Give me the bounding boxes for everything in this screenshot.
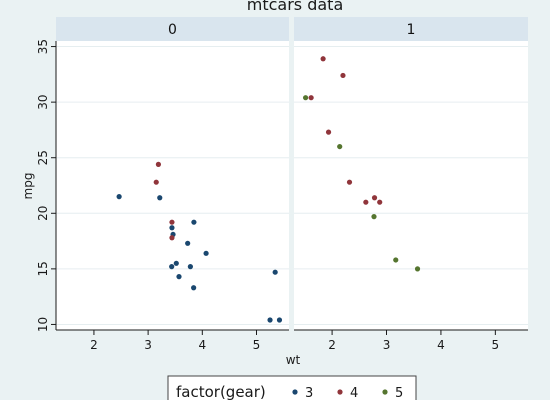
data-point xyxy=(173,260,179,266)
legend-marker xyxy=(292,389,298,395)
data-point xyxy=(302,95,309,101)
legend-entry: 5 xyxy=(382,386,403,400)
data-point xyxy=(155,161,162,167)
data-point xyxy=(337,143,343,150)
series-gear-4 xyxy=(308,56,383,205)
panels: 0 2 3 4 5 1 2 3 4 5 xyxy=(56,17,528,352)
x-tick-label: 3 xyxy=(144,338,152,352)
y-tick-label: 20 xyxy=(36,206,50,221)
legend-marker xyxy=(382,389,388,395)
x-tick-label: 3 xyxy=(383,338,391,352)
data-point xyxy=(185,240,191,246)
data-point xyxy=(320,56,326,62)
data-point xyxy=(414,266,421,272)
data-point xyxy=(325,129,332,135)
data-point xyxy=(276,317,283,323)
legend: factor(gear) 3 4 5 xyxy=(167,375,417,400)
data-point xyxy=(377,199,383,205)
data-point xyxy=(363,199,369,205)
data-point xyxy=(169,264,175,270)
data-point xyxy=(267,317,273,323)
chart-title: mtcars data xyxy=(247,0,344,14)
y-tick-label: 30 xyxy=(36,94,50,109)
panel-1: 1 2 3 4 5 xyxy=(294,17,528,352)
y-axis: 10 15 20 25 30 35 xyxy=(36,39,57,332)
legend-marker xyxy=(337,389,343,395)
legend-label: 3 xyxy=(305,386,313,400)
data-point xyxy=(371,214,377,220)
series-gear-3 xyxy=(116,194,283,323)
series-gear-4 xyxy=(153,161,175,241)
panel-strip xyxy=(56,17,289,41)
data-point xyxy=(169,225,175,231)
panel-strip xyxy=(294,17,528,41)
x-tick-label: 5 xyxy=(492,338,500,352)
data-point xyxy=(393,257,399,263)
data-point xyxy=(203,250,209,256)
panel-0: 0 2 3 4 5 xyxy=(56,17,289,352)
panel-plot-area xyxy=(56,41,289,330)
data-point xyxy=(346,179,353,185)
y-tick-label: 25 xyxy=(36,150,50,165)
data-point xyxy=(308,95,314,101)
x-tick-label: 4 xyxy=(198,338,206,352)
data-point xyxy=(272,269,278,275)
data-point xyxy=(340,72,346,79)
legend-entry: 3 xyxy=(292,386,313,400)
legend-label: 4 xyxy=(350,386,358,400)
data-point xyxy=(371,195,378,201)
data-point xyxy=(116,194,122,200)
data-point xyxy=(169,235,175,241)
y-tick-label: 15 xyxy=(36,261,50,276)
x-tick-label: 2 xyxy=(328,338,336,352)
x-tick-label: 4 xyxy=(437,338,445,352)
data-point xyxy=(169,219,175,225)
x-tick-label: 2 xyxy=(90,338,98,352)
legend-box xyxy=(167,375,417,400)
data-point xyxy=(191,219,197,225)
x-tick-label: 5 xyxy=(253,338,261,352)
data-point xyxy=(157,195,163,201)
legend-title: factor(gear) xyxy=(176,383,266,400)
series-gear-5 xyxy=(302,95,421,272)
legend-entry: 4 xyxy=(337,386,358,400)
y-tick-label: 35 xyxy=(36,39,50,54)
y-axis-label: mpg xyxy=(21,173,35,200)
panel-strip-label: 1 xyxy=(407,22,416,38)
data-point xyxy=(153,179,159,185)
data-point xyxy=(187,264,193,270)
data-point xyxy=(191,285,197,291)
legend-label: 5 xyxy=(395,386,403,400)
panel-plot-area xyxy=(294,41,528,330)
y-tick-label: 10 xyxy=(36,317,50,332)
data-point xyxy=(176,274,182,280)
x-axis-label: wt xyxy=(286,353,301,367)
panel-strip-label: 0 xyxy=(168,22,177,38)
